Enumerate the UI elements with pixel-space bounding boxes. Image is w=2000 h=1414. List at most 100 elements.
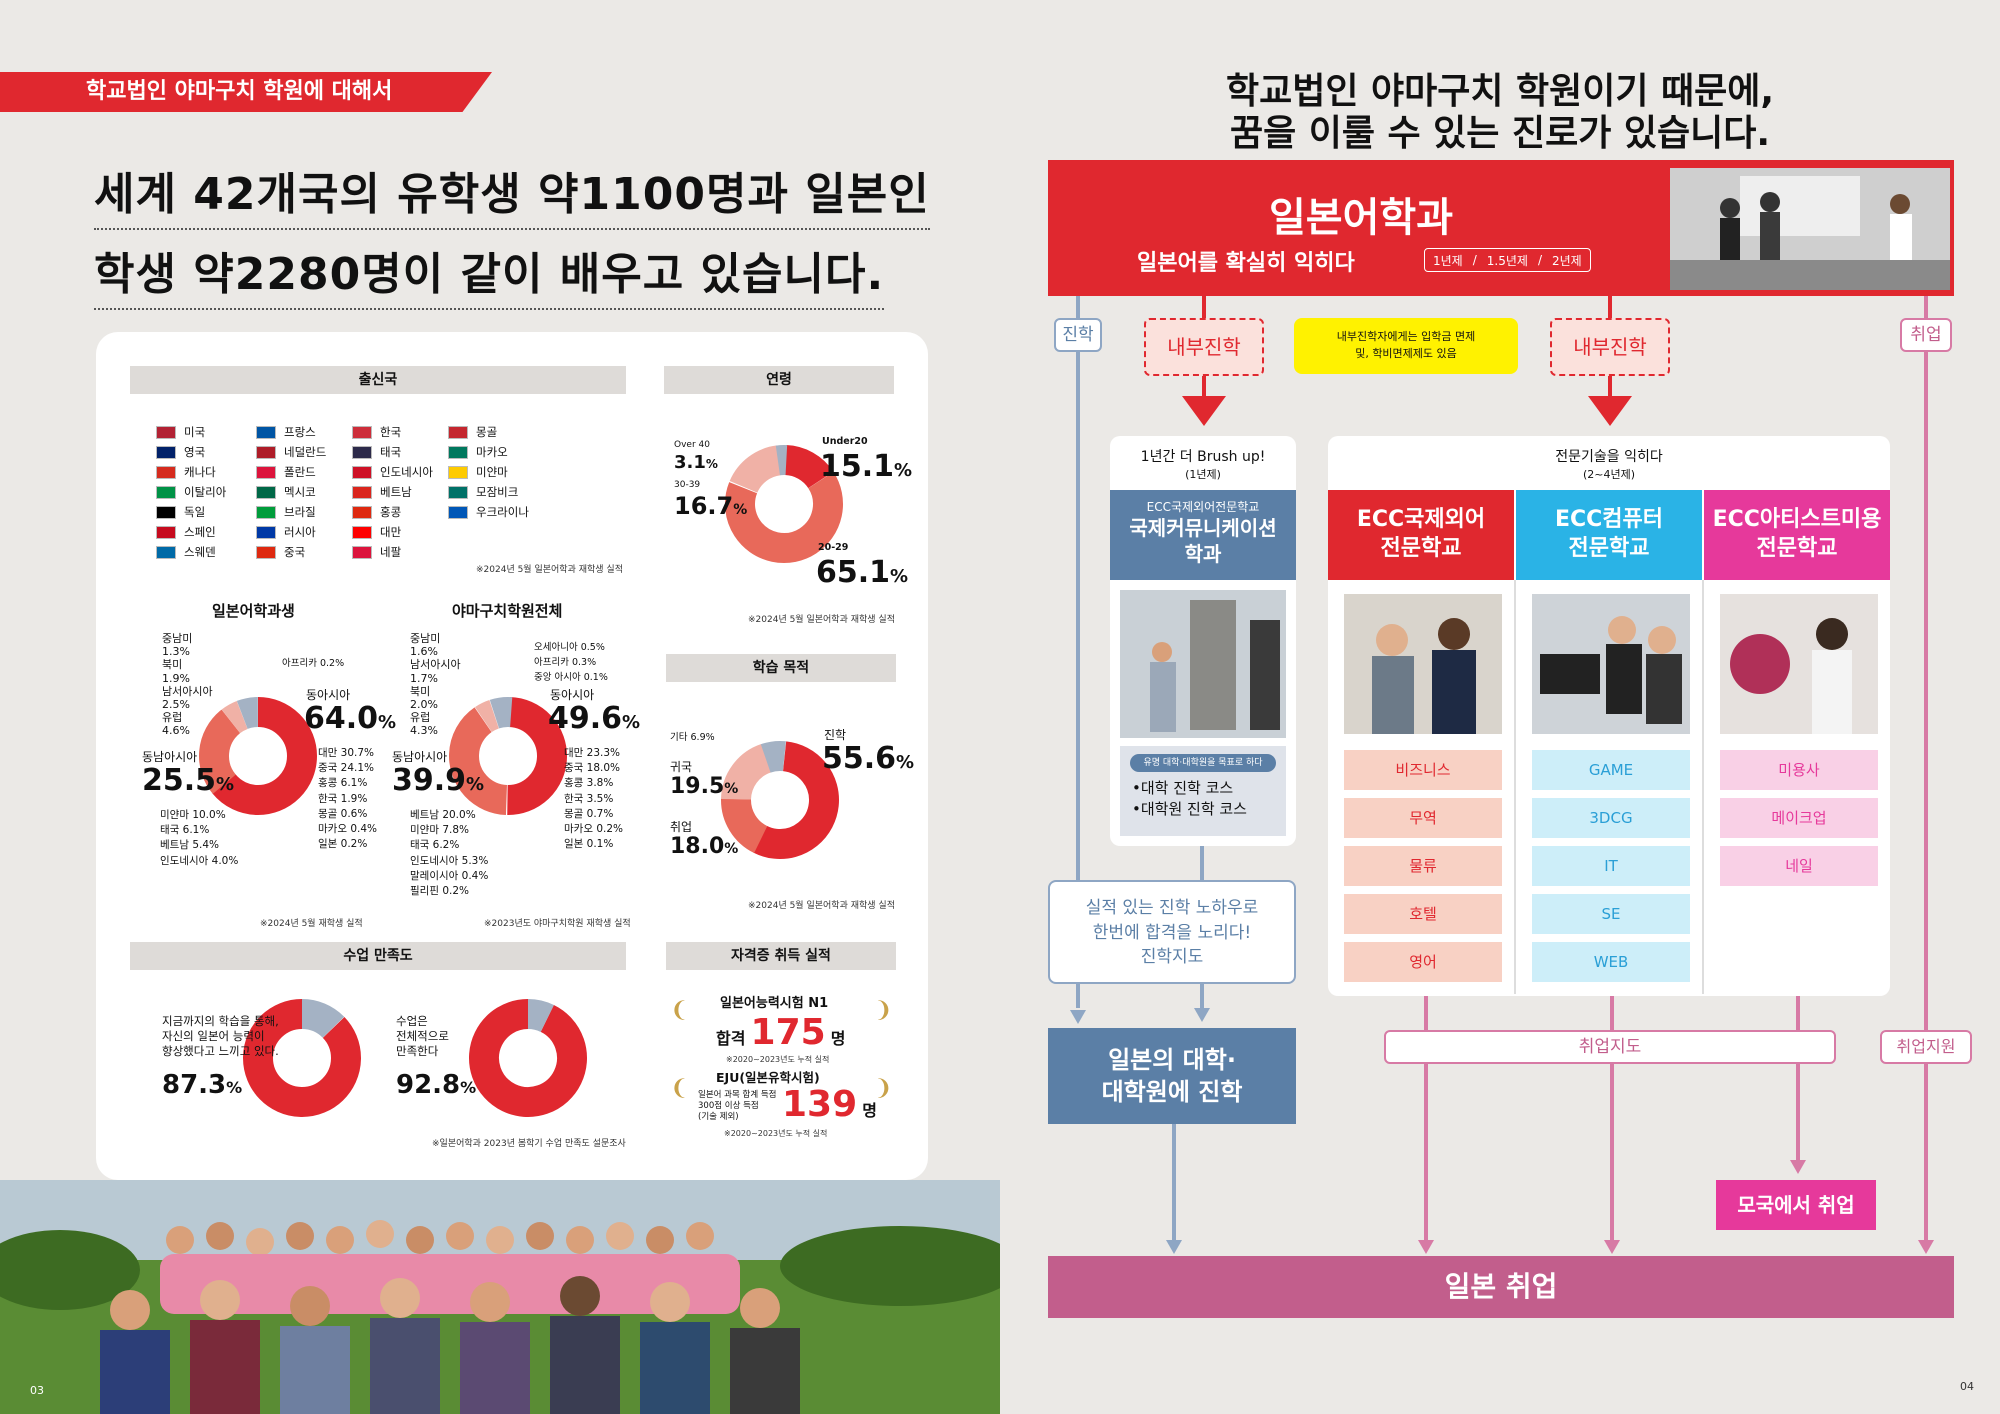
breakdown-item: 말레이시아 0.4% [410,869,489,882]
course-button: 미용사 [1720,750,1878,790]
duration-1: 1년제 [1433,253,1463,268]
flag-icon [256,465,276,479]
flag-icon [352,445,372,459]
total-sea-value: 39.9% [392,763,485,798]
flag-icon [448,445,468,459]
beauty-job-line [1796,996,1800,1160]
university-gate-photo [1120,590,1286,738]
origin-header: 출신국 [130,366,626,394]
origin-country: 멕시코 [256,484,316,500]
course-button: 메이크업 [1720,798,1878,838]
internal-arrow-right-icon [1588,396,1632,426]
origin-country: 인도네시아 [352,464,433,480]
breakdown-item: 한국 3.5% [564,792,614,805]
course-button: GAME [1532,750,1690,790]
origin-country: 폴란드 [256,464,316,480]
univ-to-job-line [1172,1124,1176,1242]
flag-icon [256,485,276,499]
origin-country: 프랑스 [256,424,316,440]
jp-dept-title: 일본어학과생 [212,602,295,620]
country-name: 캐나다 [184,465,216,479]
total-east-asia-label: 동아시아 [550,688,595,702]
course-button: SE [1532,894,1690,934]
origin-country: 러시아 [256,524,316,540]
origin-country: 네팔 [352,544,401,560]
flag-icon [352,525,372,539]
jp-east-asia-label: 동아시아 [306,688,351,702]
flag-icon [156,465,176,479]
course-button: 비즈니스 [1344,750,1502,790]
eju-desc: 일본어 과목 합계 득점 300점 이상 득점 (기술 제외) [698,1090,777,1123]
total-east-breakdown: 대만 23.3% 중국 18.0% 홍콩 3.8% 한국 3.5% 몽골 0.7% 마카오… [564,746,623,853]
breakdown-item: 몽골 0.7% [564,807,614,820]
business-photo [1344,594,1502,734]
breakdown-item: 태국 6.1% [160,824,210,837]
breakdown-item: 마카오 0.4% [318,823,377,836]
age-30s-value: 16.7% [674,492,748,520]
school-head-ecc-beauty: ECC아티스트미용 전문학교 [1704,490,1890,580]
purpose-job-label: 취업 [670,820,693,834]
breakdown-item: 대만 30.7% [318,747,375,759]
jp-sea-breakdown: 미얀마 10.0% 태국 6.1% 베트남 5.4% 인도네시아 4.0% [160,808,238,869]
purpose-return-label: 귀국 [670,760,693,774]
laurel-left-1-icon: ❨ [670,998,689,1023]
country-name: 독일 [184,505,206,519]
breakdown-item: 몽골 0.6% [318,807,368,820]
country-name: 브라질 [284,505,316,519]
country-name: 멕시코 [284,485,316,499]
brush-up-pill: 유명 대학·대학원을 목표로 하다 [1130,754,1276,772]
brush-to-guidance-line [1200,846,1204,882]
origin-country: 미국 [156,424,205,440]
purpose-advance-label: 진학 [824,728,847,742]
breakdown-item: 대만 23.3% [564,747,621,759]
age-30s-name: 30-39 [674,480,701,490]
country-name: 대만 [380,525,402,539]
total-sea-breakdown: 베트남 20.0% 미얀마 7.8% 태국 6.2% 인도네시아 5.3% 말레이시아 … [410,808,488,899]
duration-pill: 1년제/ 1.5년제/ 2년제 [1424,248,1591,272]
country-name: 베트남 [380,485,412,499]
satisfaction-donut-1 [243,999,361,1117]
school-total-donut [449,697,567,815]
laurel-right-2-icon: ❩ [874,1076,893,1101]
total-left-labels: 중남미 1.6% 남서아시아 1.7% 북미 2.0% 유럽 4.3% [410,632,461,738]
tuition-waiver-note: 내부진학자에게는 입학금 면제 및, 학비면제제도 있음 [1294,318,1518,374]
breakdown-item: 홍콩 6.1% [318,777,368,790]
origin-country: 홍콩 [352,504,401,520]
jp-sea-value: 25.5% [142,763,235,798]
satisfaction-v2: 92.8% [396,1070,477,1100]
country-name: 마카오 [476,445,508,459]
univ-job-arrow-icon [1166,1240,1182,1254]
school-head-ecc-foreign: ECC국제외어 전문학교 [1328,490,1514,580]
country-name: 스웨덴 [184,545,216,559]
country-name: 네덜란드 [284,445,327,459]
computer-job-line [1610,996,1614,1240]
origin-country: 중국 [256,544,305,560]
breakdown-item: 미얀마 10.0% [160,809,226,821]
page-number-right: 04 [1960,1380,1974,1393]
country-name: 미얀마 [476,465,508,479]
jlpt-note: ※2020~2023년도 누적 실적 [726,1055,830,1064]
course-button: 물류 [1344,846,1502,886]
age-20s-name: 20-29 [818,542,849,553]
right-heading-2: 꿈을 이룰 수 있는 진로가 있습니다. [1229,113,1771,154]
origin-country: 우크라이나 [448,504,529,520]
job-guidance-box: 취업지도 [1384,1030,1836,1064]
flag-icon [352,465,372,479]
flag-icon [256,505,276,519]
origin-note: ※2024년 5월 일본어학과 재학생 실적 [476,565,623,575]
course-button: 호텔 [1344,894,1502,934]
country-name: 모잠비크 [476,485,519,499]
purpose-note: ※2024년 5월 일본어학과 재학생 실적 [748,901,895,911]
country-name: 홍콩 [380,505,402,519]
left-page: 학교법인 야마구치 학원에 대해서 세계 42개국의 유학생 약1100명과 일… [0,72,1000,1414]
country-name: 폴란드 [284,465,316,479]
country-name: 러시아 [284,525,316,539]
section-tag: 학교법인 야마구치 학원에 대해서 [0,72,492,112]
course-button: 무역 [1344,798,1502,838]
total-east-asia-value: 49.6% [548,701,641,736]
flag-icon [448,465,468,479]
breakdown-item: 인도네시아 5.3% [410,854,489,867]
flag-icon [448,505,468,519]
satisfaction-note: ※일본어학과 2023년 봄학기 수업 만족도 설문조사 [432,1139,626,1149]
course-button: IT [1532,846,1690,886]
